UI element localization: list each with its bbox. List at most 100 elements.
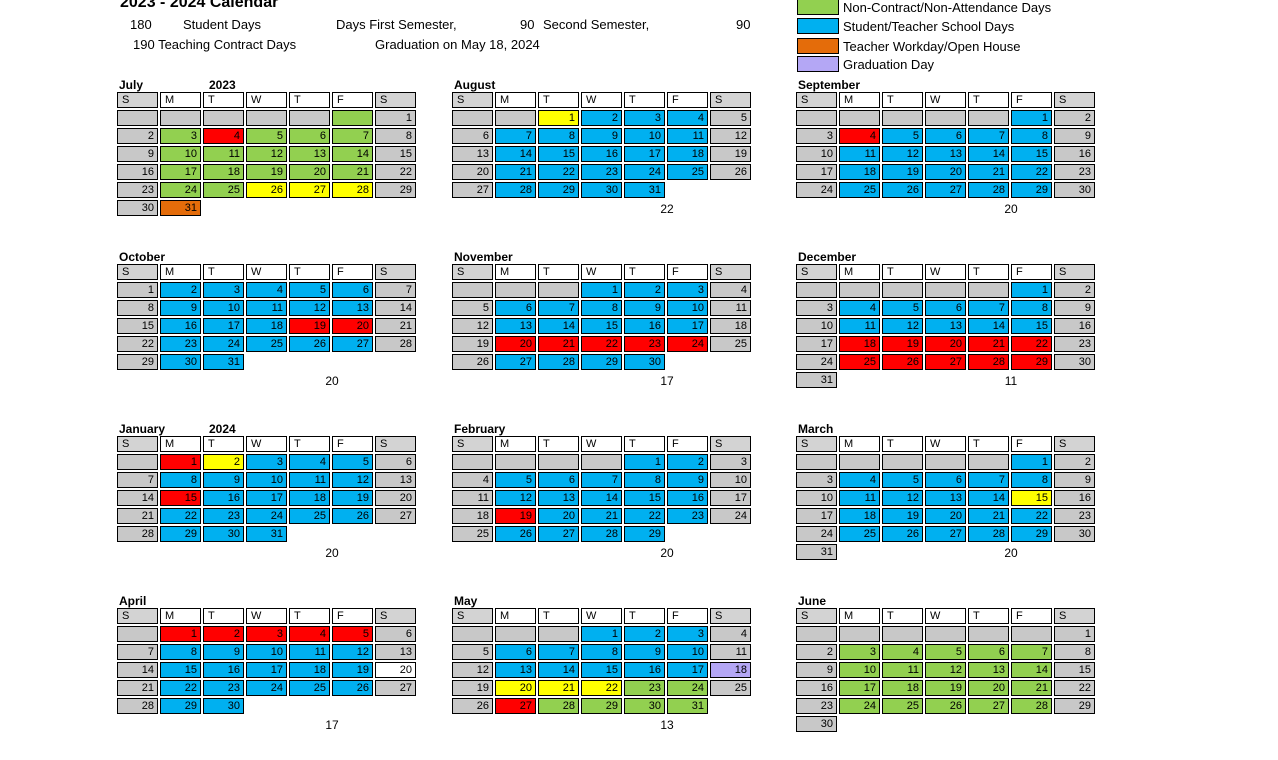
day-cell: 25 xyxy=(839,182,880,198)
day-cell xyxy=(968,454,1009,470)
day-header: T xyxy=(289,436,330,452)
day-cell: 13 xyxy=(925,318,966,334)
day-cell: 19 xyxy=(332,490,373,506)
day-cell: 11 xyxy=(839,490,880,506)
day-cell: 13 xyxy=(375,472,416,488)
day-cell: 21 xyxy=(1011,680,1052,696)
day-cell: 6 xyxy=(289,128,330,144)
day-cell: 11 xyxy=(452,490,493,506)
day-cell: 22 xyxy=(624,508,665,524)
day-cell: 7 xyxy=(375,282,416,298)
day-header: S xyxy=(452,92,493,108)
day-cell: 29 xyxy=(1011,182,1052,198)
month-name: December xyxy=(798,250,857,264)
day-cell: 30 xyxy=(203,698,244,714)
day-header: T xyxy=(289,92,330,108)
day-cell xyxy=(796,454,837,470)
day-cell: 23 xyxy=(1054,336,1095,352)
page-title: 2023 - 2024 Calendar xyxy=(120,0,279,11)
day-cell xyxy=(538,454,579,470)
day-header: W xyxy=(246,264,287,280)
day-cell: 12 xyxy=(925,662,966,678)
day-cell: 10 xyxy=(246,472,287,488)
day-cell: 5 xyxy=(452,644,493,660)
day-cell: 4 xyxy=(289,626,330,642)
day-cell xyxy=(495,282,536,298)
day-cell: 4 xyxy=(839,472,880,488)
day-cell: 13 xyxy=(968,662,1009,678)
day-cell: 7 xyxy=(117,472,158,488)
day-cell xyxy=(1011,626,1052,642)
day-cell: 27 xyxy=(495,698,536,714)
legend-swatch xyxy=(797,56,839,72)
day-cell: 16 xyxy=(1054,318,1095,334)
day-cell: 17 xyxy=(796,164,837,180)
day-header: M xyxy=(160,264,201,280)
day-cell: 23 xyxy=(160,336,201,352)
month-name: July xyxy=(119,78,144,92)
day-cell: 5 xyxy=(925,644,966,660)
day-cell: 12 xyxy=(882,146,923,162)
day-cell: 18 xyxy=(289,662,330,678)
day-cell: 17 xyxy=(796,336,837,352)
day-header: S xyxy=(375,608,416,624)
day-cell: 20 xyxy=(332,318,373,334)
month-total: 13 xyxy=(660,718,674,732)
day-cell: 14 xyxy=(581,490,622,506)
day-header: W xyxy=(246,608,287,624)
day-cell: 24 xyxy=(624,164,665,180)
day-cell: 25 xyxy=(839,526,880,542)
day-cell: 5 xyxy=(882,472,923,488)
day-cell: 4 xyxy=(203,128,244,144)
day-cell: 11 xyxy=(289,644,330,660)
day-cell: 4 xyxy=(667,110,708,126)
day-cell: 10 xyxy=(796,146,837,162)
day-cell: 28 xyxy=(1011,698,1052,714)
day-cell: 20 xyxy=(289,164,330,180)
day-cell: 31 xyxy=(796,372,837,388)
day-cell: 24 xyxy=(839,698,880,714)
day-cell: 9 xyxy=(624,644,665,660)
day-cell: 28 xyxy=(332,182,373,198)
day-cell: 12 xyxy=(452,662,493,678)
day-cell: 22 xyxy=(1011,164,1052,180)
day-cell: 8 xyxy=(117,300,158,316)
day-header: T xyxy=(624,436,665,452)
day-cell xyxy=(495,454,536,470)
day-header: S xyxy=(375,436,416,452)
day-cell: 4 xyxy=(839,128,880,144)
day-cell: 26 xyxy=(882,354,923,370)
day-cell: 5 xyxy=(452,300,493,316)
legend-item: Student/Teacher School Days xyxy=(797,17,1014,35)
day-cell: 30 xyxy=(203,526,244,542)
day-cell: 16 xyxy=(160,318,201,334)
day-cell: 15 xyxy=(117,318,158,334)
day-header: F xyxy=(667,436,708,452)
day-cell: 17 xyxy=(667,662,708,678)
day-cell: 21 xyxy=(968,164,1009,180)
day-cell: 22 xyxy=(581,336,622,352)
day-cell: 2 xyxy=(1054,282,1095,298)
day-cell: 14 xyxy=(495,146,536,162)
day-cell: 3 xyxy=(667,626,708,642)
day-cell: 21 xyxy=(332,164,373,180)
day-cell: 27 xyxy=(925,354,966,370)
day-cell: 18 xyxy=(839,336,880,352)
day-cell xyxy=(117,626,158,642)
day-cell: 29 xyxy=(624,526,665,542)
day-cell xyxy=(289,110,330,126)
month-name: October xyxy=(119,250,166,264)
day-cell: 23 xyxy=(624,336,665,352)
day-cell: 10 xyxy=(160,146,201,162)
month-total: 17 xyxy=(660,374,674,388)
month-name: September xyxy=(798,78,861,92)
day-cell: 15 xyxy=(1011,490,1052,506)
day-cell: 7 xyxy=(968,472,1009,488)
day-header: W xyxy=(925,92,966,108)
day-cell: 26 xyxy=(332,508,373,524)
day-cell: 15 xyxy=(1054,662,1095,678)
day-cell: 11 xyxy=(667,128,708,144)
day-cell: 15 xyxy=(160,490,201,506)
day-cell: 10 xyxy=(624,128,665,144)
month-total: 20 xyxy=(1004,202,1018,216)
